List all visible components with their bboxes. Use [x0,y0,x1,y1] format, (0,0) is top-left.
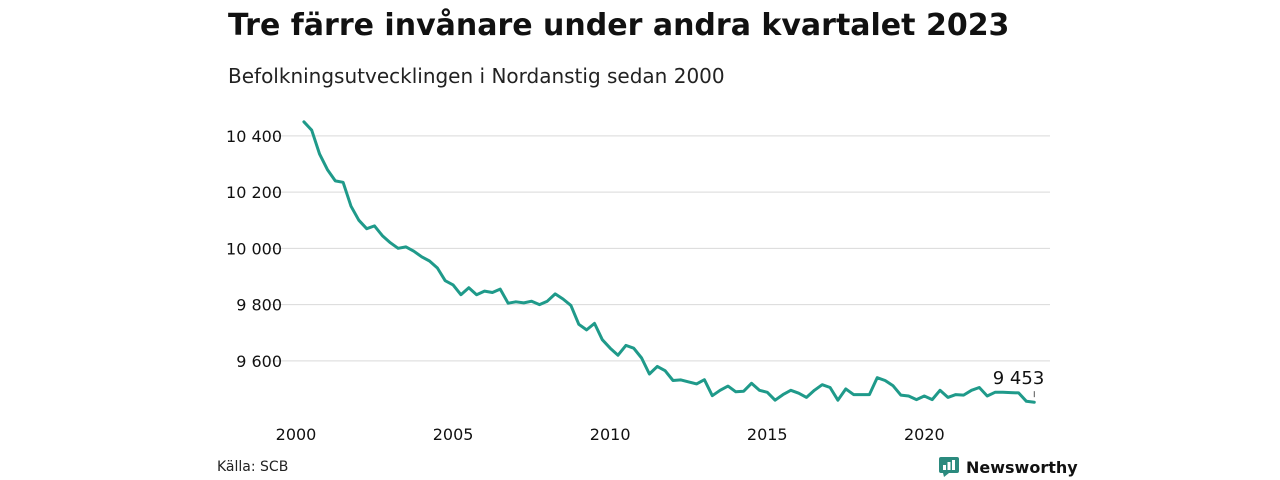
x-tick-label: 2015 [747,425,788,444]
y-tick-label: 9 800 [236,296,282,315]
y-axis-ticks: 9 600 9 800 10 000 10 200 10 400 [226,127,282,371]
source-note: Källa: SCB [217,459,289,475]
newsworthy-logo-icon [939,457,959,477]
x-tick-label: 2005 [433,425,474,444]
x-tick-label: 2020 [904,425,945,444]
chart-title: Tre färre invånare under andra kvartalet… [228,8,1010,43]
end-value-label: 9 453 [993,368,1045,389]
y-tick-label: 10 400 [226,127,282,146]
population-line [302,120,1036,404]
brand-logo: Newsworthy [938,456,1078,478]
chart-subtitle: Befolkningsutvecklingen i Nordanstig sed… [228,64,725,88]
y-tick-label: 10 000 [226,239,282,258]
grid-lines [270,135,1050,362]
x-tick-label: 2010 [590,425,631,444]
brand-name: Newsworthy [966,457,1078,477]
y-tick-label: 10 200 [226,183,282,202]
x-axis-ticks: 2000 2005 2010 2015 2020 [276,425,945,444]
y-tick-label: 9 600 [236,352,282,371]
x-tick-label: 2000 [276,425,317,444]
